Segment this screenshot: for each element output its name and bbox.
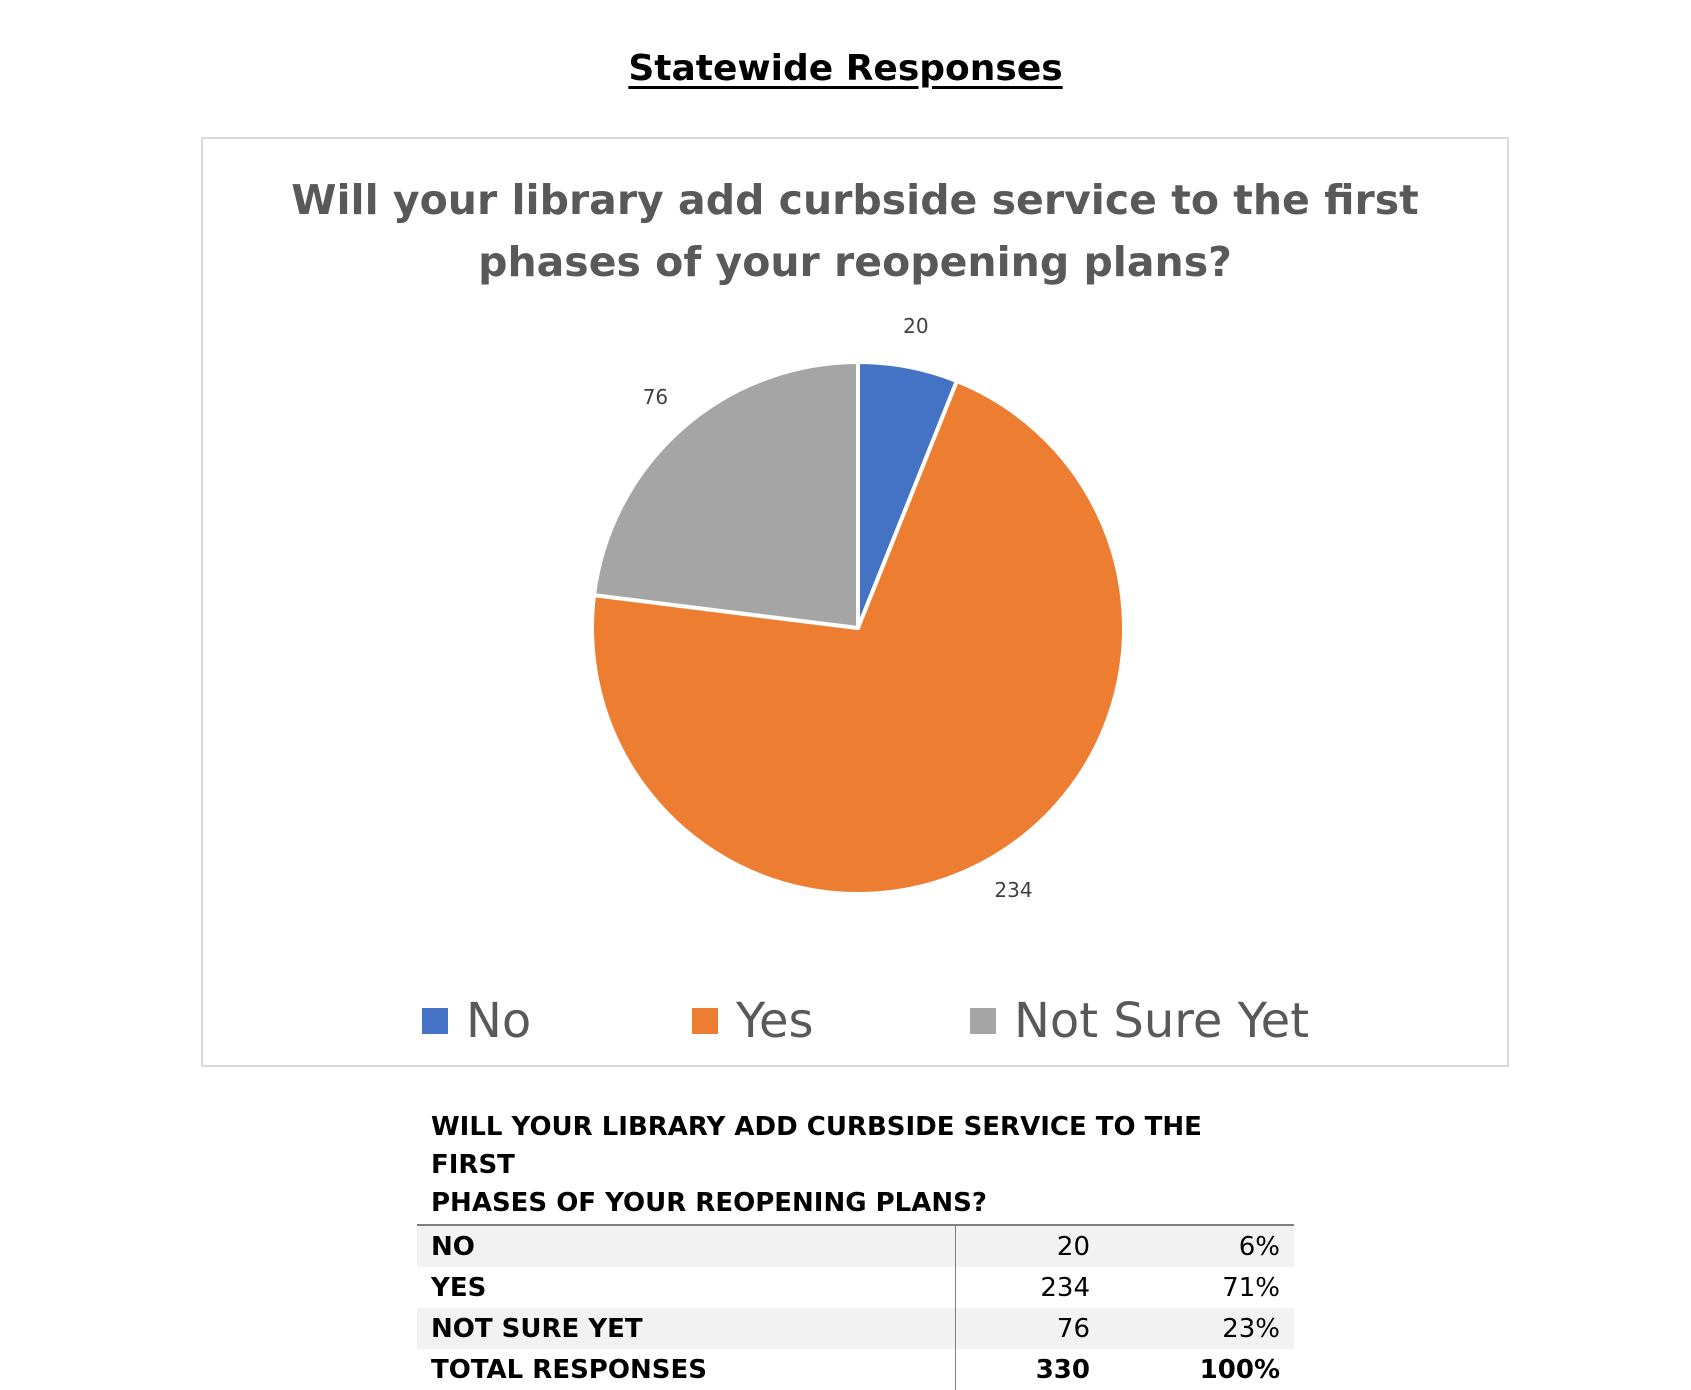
legend-label-not-sure-yet: Not Sure Yet [1014,993,1310,1049]
legend-label-no: No [466,993,532,1049]
row-label: NO [417,1225,956,1267]
row-percent: 6% [1104,1225,1294,1267]
row-percent: 100% [1199,1354,1280,1385]
chart-title: Will your library add curbside service t… [203,169,1507,293]
pie-chart: 20 234 76 [590,314,1126,902]
row-count: 330 [1035,1354,1090,1385]
chart-legend: No Yes Not Sure Yet [203,991,1507,1051]
table-row: NOT SURE YET 76 23% [417,1308,1294,1349]
row-percent: 71% [1222,1272,1280,1303]
chart-title-line-1: Will your library add curbside service t… [291,176,1419,224]
row-count: 76 [955,1308,1104,1349]
legend-item-yes: Yes [692,991,813,1051]
legend-swatch-no [422,1008,448,1034]
legend-label-yes: Yes [736,993,814,1049]
chart-title-line-2: phases of your reopening plans? [478,238,1232,286]
summary-table-title-line-2: PHASES OF YOUR REOPENING PLANS? [431,1188,987,1218]
pie-slice-not-sure-yet [592,360,860,630]
chart-frame: Will your library add curbside service t… [201,137,1509,1067]
legend-swatch-not-sure-yet [970,1008,996,1034]
summary-table-title: WILL YOUR LIBRARY ADD CURBSIDE SERVICE T… [417,1108,1294,1222]
row-count: 234 [1040,1272,1090,1303]
summary-table: NO 20 6% YES 234 71% NOT SURE YET 76 23%… [417,1224,1294,1390]
row-label: YES [417,1267,956,1308]
summary-table-title-line-1: WILL YOUR LIBRARY ADD CURBSIDE SERVICE T… [431,1112,1202,1180]
row-label: TOTAL RESPONSES [417,1349,956,1390]
table-row: NO 20 6% [417,1225,1294,1267]
legend-item-no: No [422,991,531,1051]
summary-table-section: WILL YOUR LIBRARY ADD CURBSIDE SERVICE T… [417,1108,1294,1390]
row-percent: 23% [1104,1308,1294,1349]
data-label-no: 20 [903,314,928,338]
table-row: YES 234 71% [417,1267,1294,1308]
row-count: 20 [955,1225,1104,1267]
legend-swatch-yes [692,1008,718,1034]
page-heading: Statewide Responses [628,48,1063,89]
legend-item-not-sure-yet: Not Sure Yet [970,991,1309,1051]
data-label-not-sure-yet: 76 [643,385,668,409]
table-row-total: TOTAL RESPONSES 330 100% [417,1349,1294,1390]
data-label-yes: 234 [994,878,1032,902]
pie-slice-yes [590,379,1126,896]
row-label: NOT SURE YET [417,1308,956,1349]
